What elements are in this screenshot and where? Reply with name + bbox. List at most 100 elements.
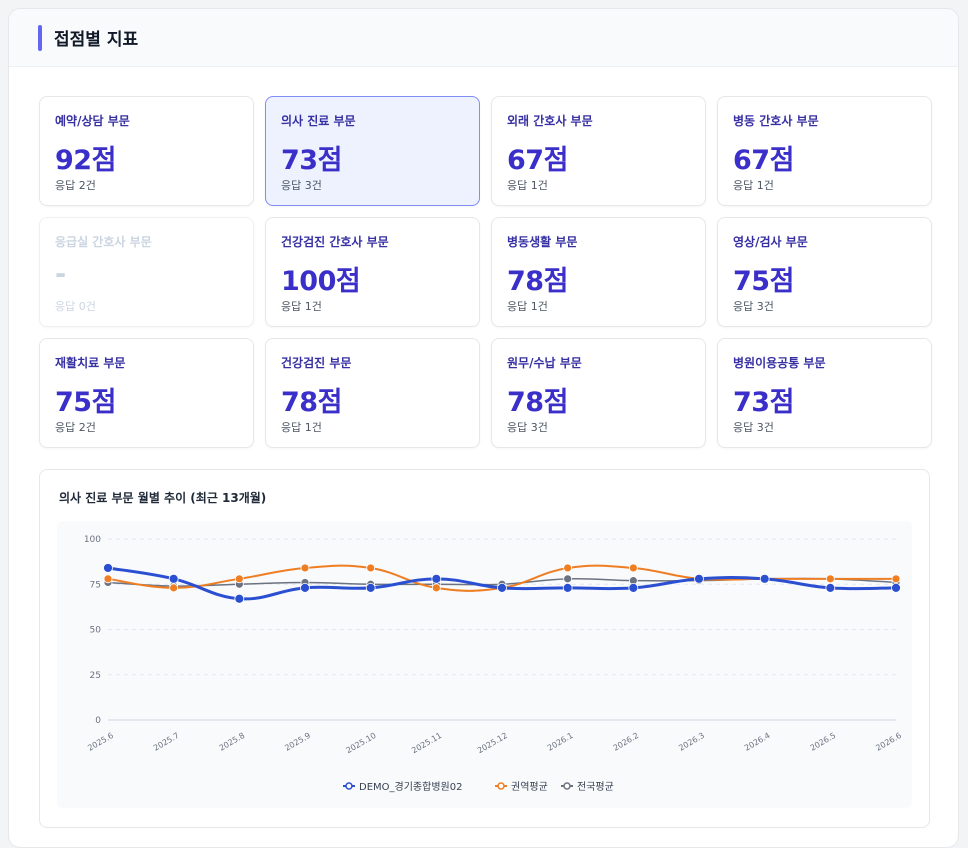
data-point: [365, 582, 376, 593]
x-tick-label: 2025.11: [410, 731, 443, 755]
x-tick-label: 2025.9: [283, 731, 312, 753]
card-response-count: 응답 3건: [733, 421, 774, 434]
legend-marker: [497, 782, 505, 790]
data-point: [562, 582, 573, 593]
data-point: [825, 574, 835, 584]
y-tick-label: 25: [90, 671, 101, 681]
x-tick-label: 2026.4: [743, 731, 772, 753]
x-tick-label: 2026.2: [612, 731, 641, 753]
data-point: [366, 563, 376, 573]
data-point: [103, 574, 113, 584]
card-score: 75점: [55, 387, 116, 418]
card-response-count: 응답 1건: [507, 300, 548, 313]
trend-chart-card: 의사 진료 부문 월별 추이 (최근 13개월) 0 25 50 75 100 2025.…: [39, 469, 930, 828]
card-response-count: 응답 1건: [733, 179, 774, 192]
chart-title: 의사 진료 부문 월별 추이 (최근 13개월): [59, 491, 267, 505]
x-tick-label: 2025.6: [86, 731, 115, 753]
card-label: 예약/상담 부문: [55, 114, 130, 128]
card-label: 병동생활 부문: [507, 235, 578, 249]
card-label: 외래 간호사 부문: [507, 114, 593, 128]
data-point: [431, 573, 442, 584]
title-accent-bar: [38, 24, 42, 51]
data-point: [300, 582, 310, 593]
data-point: [825, 582, 836, 593]
card-label: 응급실 간호사 부문: [55, 235, 152, 249]
metric-card: 응급실 간호사 부문 - 응답 0건: [39, 217, 254, 327]
data-point: [563, 563, 573, 573]
panel-header: 접점별 지표: [9, 9, 958, 67]
card-score: 75점: [733, 266, 794, 297]
legend-marker: [563, 782, 571, 790]
card-response-count: 응답 2건: [55, 179, 96, 192]
card-response-count: 응답 1건: [281, 300, 322, 313]
x-tick-label: 2026.6: [874, 731, 903, 753]
data-point: [628, 563, 638, 573]
card-label: 병원이용공통 부문: [733, 356, 826, 370]
card-score: 78점: [507, 266, 568, 297]
card-label: 건강검진 간호사 부문: [281, 235, 389, 249]
card-response-count: 응답 3건: [281, 179, 322, 192]
y-tick-label: 75: [90, 580, 101, 590]
card-label: 병동 간호사 부문: [733, 114, 819, 128]
x-tick-label: 2025.8: [218, 731, 247, 753]
data-point: [168, 573, 179, 584]
data-point: [431, 583, 441, 593]
data-point: [759, 573, 770, 584]
card-response-count: 응답 2건: [55, 421, 96, 434]
card-score: 73점: [281, 145, 342, 176]
card-response-count: 응답 3건: [507, 421, 548, 434]
legend-label: 권역평균: [511, 781, 548, 793]
x-tick-label: 2026.3: [677, 731, 706, 753]
card-label: 원무/수납 부문: [507, 356, 582, 370]
panel-title: 접점별 지표: [54, 30, 139, 50]
x-tick-label: 2025.7: [152, 731, 181, 753]
x-tick-label: 2026.5: [809, 731, 838, 753]
card-score: 100점: [281, 266, 361, 297]
card-response-count: 응답 1건: [507, 179, 548, 192]
card-score: 78점: [281, 387, 342, 418]
chart-area: 0 25 50 75 100 2025.6 2025.7 2025.8 2025.9 2025.1…: [57, 521, 912, 808]
y-tick-label: 50: [90, 626, 102, 636]
data-point: [300, 563, 310, 573]
card-label: 건강검진 부문: [281, 356, 352, 370]
x-tick-label: 2025.12: [476, 731, 509, 755]
data-point: [628, 582, 639, 593]
card-score: 92점: [55, 145, 116, 176]
data-point: [563, 574, 573, 584]
line-chart: 0 25 50 75 100 2025.6 2025.7 2025.8 2025.9 2025.1…: [84, 535, 903, 793]
card-label: 의사 진료 부문: [281, 114, 356, 128]
card-label: 재활치료 부문: [55, 356, 126, 370]
data-point: [891, 574, 901, 584]
card-score: 67점: [733, 145, 794, 176]
data-point: [169, 583, 179, 593]
y-tick-label: 100: [84, 535, 101, 545]
x-tick-label: 2025.10: [345, 731, 378, 755]
data-point: [234, 593, 245, 604]
legend-marker: [345, 782, 353, 790]
card-score: 78점: [507, 387, 568, 418]
card-response-count: 응답 3건: [733, 300, 774, 313]
card-response-count: 응답 1건: [281, 421, 322, 434]
card-score: 67점: [507, 145, 568, 176]
y-tick-label: 0: [95, 716, 101, 726]
data-point: [891, 582, 901, 593]
metric-card[interactable]: 병원이용공통 부문 73점 응답 3건: [717, 338, 932, 448]
legend-label: 전국평균: [577, 781, 614, 793]
data-point: [694, 573, 704, 584]
card-label: 영상/검사 부문: [733, 235, 808, 249]
x-tick-label: 2026.1: [546, 731, 575, 753]
legend-label: DEMO_경기종합병원02: [359, 780, 462, 793]
data-point: [234, 574, 244, 584]
data-point: [497, 582, 507, 593]
